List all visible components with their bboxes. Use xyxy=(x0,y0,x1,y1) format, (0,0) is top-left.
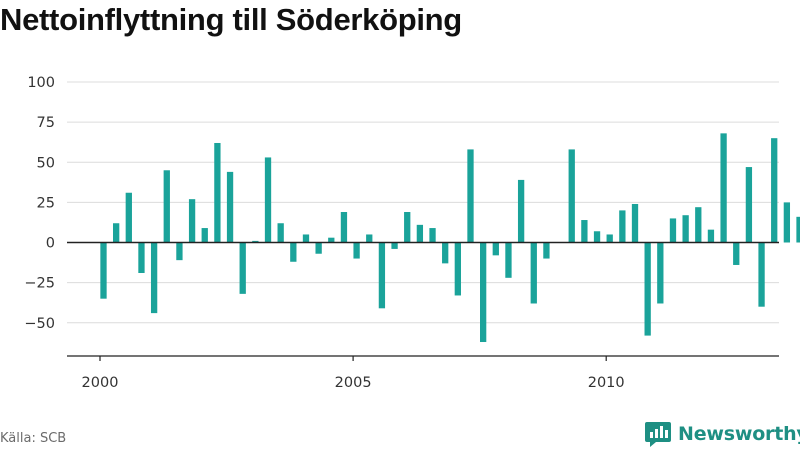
bar xyxy=(302,234,310,243)
bar xyxy=(530,242,537,304)
x-tick-label: 2005 xyxy=(335,375,372,391)
bar xyxy=(581,220,588,243)
bar xyxy=(771,138,778,243)
bar xyxy=(125,192,132,243)
y-tick-label: 100 xyxy=(27,75,55,91)
bar xyxy=(758,242,765,307)
bar xyxy=(669,218,677,243)
bar xyxy=(264,157,272,243)
y-axis-labels: −50 −25 0 25 50 75 100 xyxy=(24,75,55,332)
bar xyxy=(100,242,107,299)
bar xyxy=(631,203,639,243)
bar xyxy=(492,242,499,256)
bar xyxy=(505,242,512,278)
bar xyxy=(138,242,145,273)
bar xyxy=(290,242,297,262)
bar xyxy=(796,216,800,243)
bar xyxy=(214,142,221,243)
axes xyxy=(67,241,779,361)
bar xyxy=(695,207,702,243)
bar xyxy=(416,224,424,243)
bar xyxy=(733,242,740,265)
y-tick-label: −50 xyxy=(24,316,55,332)
bar xyxy=(113,223,120,243)
y-tick-label: 50 xyxy=(37,155,55,171)
bar xyxy=(720,133,727,243)
bar xyxy=(176,242,183,261)
bar xyxy=(568,149,575,243)
x-tick-label: 2000 xyxy=(82,375,119,391)
bar xyxy=(467,149,474,243)
bar xyxy=(239,242,246,294)
bar xyxy=(657,242,664,304)
newsworthy-logo-icon xyxy=(645,422,671,447)
bar xyxy=(429,228,436,243)
bar xyxy=(543,242,550,259)
bar xyxy=(707,229,715,243)
bar xyxy=(353,242,360,259)
chart-title: Nettoinflyttning till Söderköping xyxy=(0,2,462,37)
bar xyxy=(480,242,487,343)
bar xyxy=(328,237,335,243)
bar xyxy=(366,234,373,243)
bar xyxy=(682,215,689,243)
bar xyxy=(619,210,626,243)
bar xyxy=(404,212,411,243)
y-tick-label: 25 xyxy=(37,195,55,211)
y-tick-label: 0 xyxy=(46,236,55,252)
bar xyxy=(745,167,753,243)
source-note: Källa: SCB xyxy=(0,431,67,446)
bar xyxy=(442,242,449,264)
bar xyxy=(163,170,170,243)
bar xyxy=(517,179,525,243)
bar xyxy=(378,242,386,309)
x-tick-label: 2010 xyxy=(588,375,625,391)
bar xyxy=(188,199,196,243)
bar xyxy=(644,242,651,336)
bar xyxy=(252,240,259,243)
brand-logo[interactable]: Newsworthy xyxy=(644,420,800,448)
bars xyxy=(100,133,800,343)
x-axis-labels: 200020052010201520202025 xyxy=(82,375,625,391)
gridlines xyxy=(67,81,779,324)
bar xyxy=(277,223,284,243)
y-tick-label: −25 xyxy=(24,276,55,292)
bar xyxy=(391,242,398,249)
bar xyxy=(150,242,158,314)
bar xyxy=(606,234,613,243)
bar xyxy=(340,212,348,243)
bar xyxy=(226,171,234,243)
bar xyxy=(201,228,208,243)
bar xyxy=(593,231,601,243)
y-tick-label: 75 xyxy=(37,115,55,131)
bar xyxy=(315,242,322,254)
bar xyxy=(454,242,461,296)
brand-name: Newsworthy xyxy=(678,423,800,445)
bar xyxy=(783,202,791,243)
